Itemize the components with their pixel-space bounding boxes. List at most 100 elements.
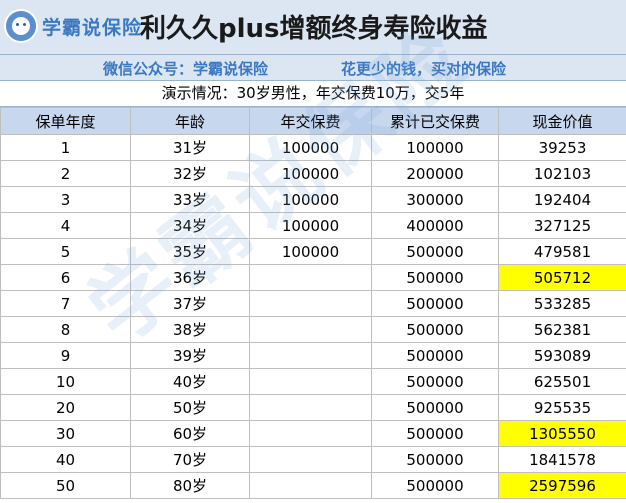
cell-cumulative-premium: 500000 <box>371 290 499 317</box>
cell-annual-premium: 100000 <box>249 212 372 239</box>
cell-annual-premium <box>249 394 372 421</box>
cell-cumulative-premium: 200000 <box>371 160 499 187</box>
logo-text: 学霸说保险 <box>42 16 143 39</box>
cell-cumulative-premium: 500000 <box>371 368 499 395</box>
cell-cumulative-premium: 100000 <box>371 134 499 161</box>
cell-year: 9 <box>0 342 131 369</box>
cell-annual-premium <box>249 472 372 499</box>
table-body: 1 31岁 100000 100000 39253 2 32岁 100000 200000 102… <box>0 134 626 499</box>
column-header-cash-value: 现金价值 <box>498 107 626 135</box>
cell-cumulative-premium: 500000 <box>371 420 499 447</box>
cell-cash-value: 327125 <box>498 212 626 239</box>
cell-year: 1 <box>0 134 131 161</box>
table-row: 10 40岁 500000 625501 <box>0 368 626 395</box>
cell-year: 7 <box>0 290 131 317</box>
cell-annual-premium <box>249 264 372 291</box>
cell-annual-premium <box>249 316 372 343</box>
cell-age: 50岁 <box>130 394 250 421</box>
cell-cumulative-premium: 500000 <box>371 316 499 343</box>
cell-cash-value: 505712 <box>498 264 626 291</box>
cell-year: 30 <box>0 420 131 447</box>
table-row: 1 31岁 100000 100000 39253 <box>0 134 626 161</box>
table-row: 8 38岁 500000 562381 <box>0 316 626 343</box>
table-row: 5 35岁 100000 500000 479581 <box>0 238 626 265</box>
cell-cash-value: 2597596 <box>498 472 626 499</box>
title-row: 学霸说保险 利久久plus增额终身寿险收益 <box>0 0 626 55</box>
column-header-cumulative-premium: 累计已交保费 <box>371 107 499 135</box>
cell-year: 8 <box>0 316 131 343</box>
table-row: 20 50岁 500000 925535 <box>0 394 626 421</box>
cell-annual-premium <box>249 342 372 369</box>
table-header-row: 保单年度 年龄 年交保费 累计已交保费 现金价值 <box>0 107 626 135</box>
cell-annual-premium: 100000 <box>249 160 372 187</box>
cell-age: 60岁 <box>130 420 250 447</box>
cell-year: 6 <box>0 264 131 291</box>
cell-annual-premium <box>249 368 372 395</box>
cell-cash-value: 39253 <box>498 134 626 161</box>
table-row: 4 34岁 100000 400000 327125 <box>0 212 626 239</box>
table-row: 6 36岁 500000 505712 <box>0 264 626 291</box>
cell-year: 5 <box>0 238 131 265</box>
cell-cash-value: 625501 <box>498 368 626 395</box>
page-title: 利久久plus增额终身寿险收益 <box>140 14 488 44</box>
cell-age: 37岁 <box>130 290 250 317</box>
cell-annual-premium: 100000 <box>249 134 372 161</box>
cell-age: 38岁 <box>130 316 250 343</box>
table-row: 7 37岁 500000 533285 <box>0 290 626 317</box>
cell-cash-value: 562381 <box>498 316 626 343</box>
cell-annual-premium <box>249 420 372 447</box>
cell-age: 32岁 <box>130 160 250 187</box>
cell-annual-premium <box>249 290 372 317</box>
table-row: 50 80岁 500000 2597596 <box>0 472 626 499</box>
column-header-year: 保单年度 <box>0 107 131 135</box>
cell-age: 31岁 <box>130 134 250 161</box>
cell-annual-premium: 100000 <box>249 186 372 213</box>
cell-age: 39岁 <box>130 342 250 369</box>
cell-cash-value: 533285 <box>498 290 626 317</box>
cell-cash-value: 925535 <box>498 394 626 421</box>
cell-age: 70岁 <box>130 446 250 473</box>
cell-annual-premium <box>249 446 372 473</box>
cell-cumulative-premium: 500000 <box>371 264 499 291</box>
cell-age: 33岁 <box>130 186 250 213</box>
cell-age: 40岁 <box>130 368 250 395</box>
cell-year: 50 <box>0 472 131 499</box>
cell-year: 4 <box>0 212 131 239</box>
cell-year: 20 <box>0 394 131 421</box>
column-header-age: 年龄 <box>130 107 250 135</box>
cell-cumulative-premium: 500000 <box>371 342 499 369</box>
cell-cumulative-premium: 500000 <box>371 446 499 473</box>
wechat-account-text: 微信公众号：学霸说保险 <box>103 60 269 78</box>
cell-age: 80岁 <box>130 472 250 499</box>
brand-logo: 学霸说保险 <box>4 8 142 44</box>
cell-cash-value: 102103 <box>498 160 626 187</box>
cell-cumulative-premium: 500000 <box>371 238 499 265</box>
table-row: 3 33岁 100000 300000 192404 <box>0 186 626 213</box>
cell-cash-value: 1841578 <box>498 446 626 473</box>
slogan-text: 花更少的钱，买对的保险 <box>341 60 507 78</box>
cell-cash-value: 593089 <box>498 342 626 369</box>
subtitle-row: 微信公众号：学霸说保险 花更少的钱，买对的保险 <box>0 55 626 81</box>
demo-scenario: 演示情况：30岁男性，年交保费10万，交5年 <box>0 81 626 107</box>
cell-age: 35岁 <box>130 238 250 265</box>
table-row: 40 70岁 500000 1841578 <box>0 446 626 473</box>
benefit-table: 保单年度 年龄 年交保费 累计已交保费 现金价值 1 31岁 100000 10000… <box>0 107 626 499</box>
cell-age: 36岁 <box>130 264 250 291</box>
cell-cumulative-premium: 500000 <box>371 472 499 499</box>
cell-cash-value: 192404 <box>498 186 626 213</box>
cell-cash-value: 1305550 <box>498 420 626 447</box>
cell-year: 2 <box>0 160 131 187</box>
cell-year: 10 <box>0 368 131 395</box>
table-row: 30 60岁 500000 1305550 <box>0 420 626 447</box>
cell-year: 3 <box>0 186 131 213</box>
cell-cumulative-premium: 400000 <box>371 212 499 239</box>
table-row: 9 39岁 500000 593089 <box>0 342 626 369</box>
table-row: 2 32岁 100000 200000 102103 <box>0 160 626 187</box>
cell-cumulative-premium: 500000 <box>371 394 499 421</box>
cell-annual-premium: 100000 <box>249 238 372 265</box>
cell-cumulative-premium: 300000 <box>371 186 499 213</box>
cell-cash-value: 479581 <box>498 238 626 265</box>
column-header-annual-premium: 年交保费 <box>249 107 372 135</box>
cartoon-face-logo-icon <box>4 9 38 43</box>
cell-year: 40 <box>0 446 131 473</box>
